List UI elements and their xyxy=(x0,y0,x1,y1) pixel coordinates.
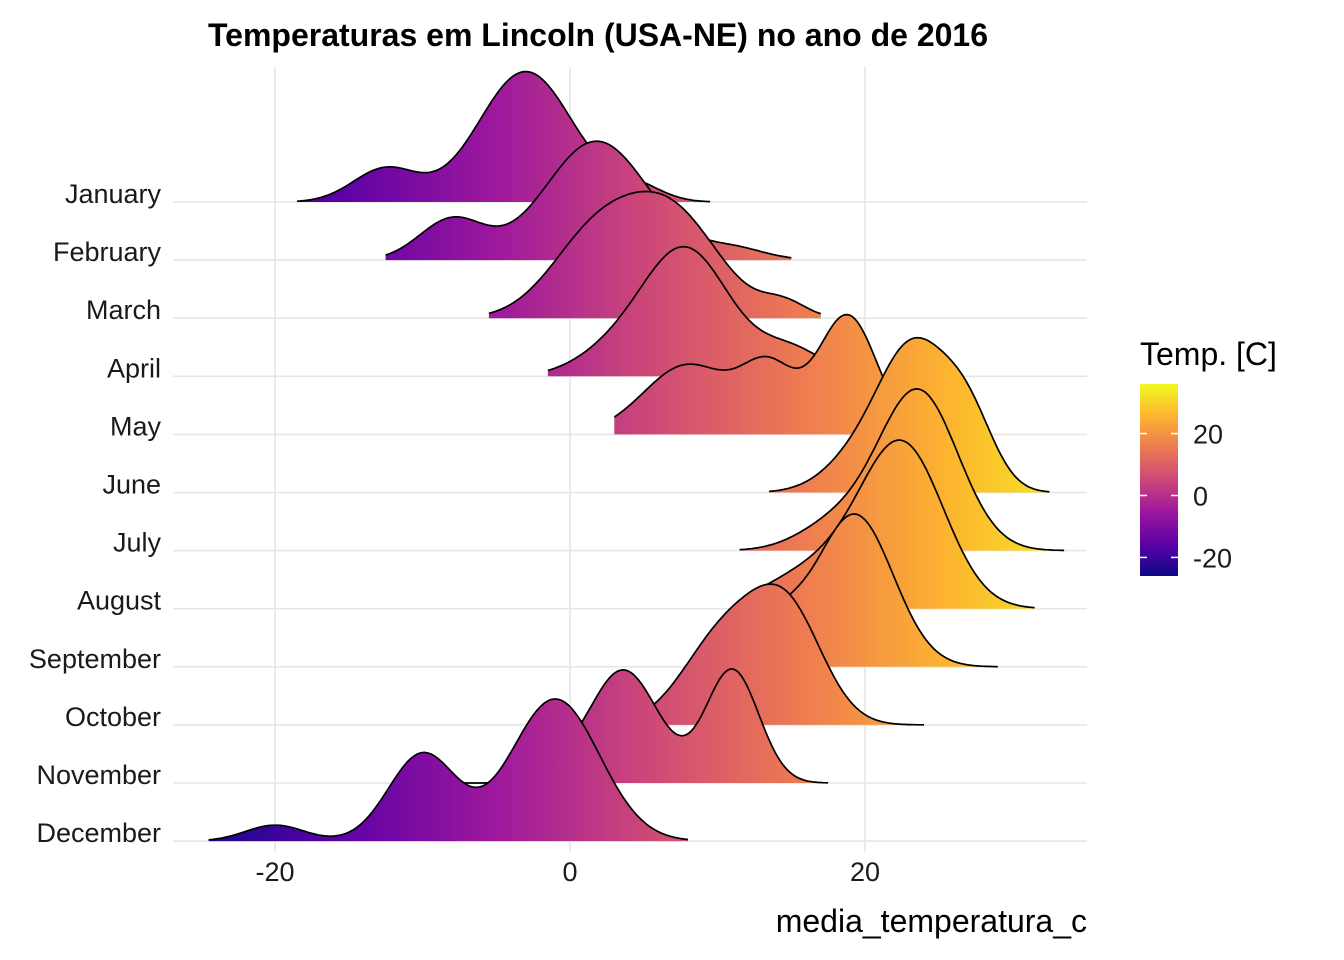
legend-colorbar xyxy=(1140,384,1178,576)
y-label-december: December xyxy=(36,818,161,848)
x-axis-ticks: -20 0 20 xyxy=(255,857,880,887)
legend-title: Temp. [C] xyxy=(1140,336,1277,372)
ridge-fill-october xyxy=(614,584,924,725)
y-label-april: April xyxy=(107,353,161,383)
ridge-outline-february xyxy=(385,140,792,259)
y-label-february: February xyxy=(53,237,162,267)
y-axis-labels: January February March April May June July Augu… xyxy=(29,179,162,848)
chart-title: Temperaturas em Lincoln (USA-NE) no ano … xyxy=(208,17,988,53)
y-label-september: September xyxy=(29,644,161,674)
y-label-june: June xyxy=(102,470,161,500)
ridge-outline-june xyxy=(769,336,1050,493)
y-label-august: August xyxy=(77,586,162,616)
ridge-outline-april xyxy=(547,245,836,372)
x-tick-label: 0 xyxy=(562,857,577,887)
x-axis-label: media_temperatura_c xyxy=(776,903,1087,939)
y-label-july: July xyxy=(113,528,162,558)
ridge-fill-february xyxy=(385,141,792,261)
x-tick-label: 20 xyxy=(850,857,880,887)
y-label-may: May xyxy=(110,411,162,441)
ridges xyxy=(208,70,1065,842)
ridge-fill-november xyxy=(459,669,829,783)
y-label-march: March xyxy=(86,295,161,325)
legend-tick-label: 0 xyxy=(1193,481,1208,511)
legend-tick-label: -20 xyxy=(1193,543,1232,573)
ridge-outline-august xyxy=(761,439,1035,609)
color-legend: Temp. [C] 20 0 -20 xyxy=(1140,336,1277,576)
ridge-fill-may xyxy=(614,314,895,435)
ridge-outline-october xyxy=(614,583,924,726)
y-label-january: January xyxy=(65,179,162,209)
ridge-outline-july xyxy=(739,388,1065,552)
legend-tick-label: 20 xyxy=(1193,420,1223,450)
legend-ticks: 20 0 -20 xyxy=(1140,420,1232,573)
ridge-fill-january xyxy=(297,71,711,202)
ridge-fill-december xyxy=(208,699,688,842)
ridge-fill-april xyxy=(547,246,836,377)
ridge-fill-march xyxy=(488,191,821,319)
ridge-outline-may xyxy=(613,313,896,418)
y-label-october: October xyxy=(65,702,161,732)
ridge-outline-december xyxy=(208,698,689,841)
y-label-november: November xyxy=(36,760,161,790)
x-tick-label: -20 xyxy=(255,857,294,887)
ridge-outline-march xyxy=(488,190,822,315)
